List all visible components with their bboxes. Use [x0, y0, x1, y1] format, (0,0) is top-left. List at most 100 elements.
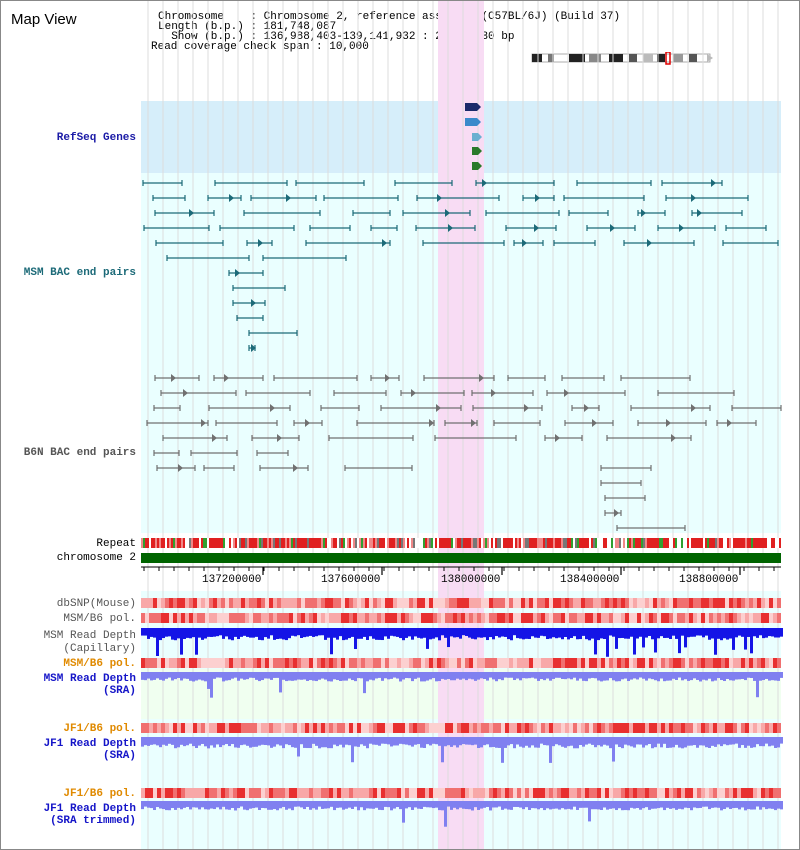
repeat-mark: [455, 538, 457, 548]
msm-b6-pol-heat: [361, 658, 365, 668]
msm-b6-pol-heat: [381, 613, 385, 623]
msm-b6-pol-heat: [553, 658, 557, 668]
jf1-depth-trimmed-bar: [159, 801, 162, 809]
jf1-b6-pol-heat: [657, 723, 661, 733]
msm-depth-sra-bar: [213, 672, 216, 679]
jf1-depth-trimmed-bar: [648, 801, 651, 810]
msm-depth-capillary-bar: [150, 628, 153, 637]
msm-bac-arrow: [445, 209, 450, 217]
repeat-mark: [727, 538, 729, 548]
msm-b6-pol-heat: [297, 658, 301, 668]
jf1-depth-trimmed-bar: [264, 801, 267, 809]
msm-depth-sra-bar: [486, 672, 489, 681]
jf1-depth-trimmed-bar: [744, 801, 747, 811]
jf1-b6-pol-heat: [625, 723, 629, 733]
jf1-b6-pol-heat: [257, 788, 261, 798]
jf1-depth-sra-bar: [597, 737, 600, 746]
msm-depth-sra-bar: [264, 672, 267, 679]
msm-b6-pol-heat: [621, 658, 625, 668]
jf1-b6-pol-heat: [581, 723, 585, 733]
msm-b6-pol-heat: [409, 613, 413, 623]
jf1-depth-sra-bar: [501, 737, 504, 763]
repeat-mark: [321, 538, 323, 548]
msm-b6-pol-heat: [653, 658, 657, 668]
repeat-mark: [667, 538, 669, 548]
jf1-b6-pol-heat: [317, 723, 321, 733]
msm-depth-capillary-bar: [471, 628, 474, 639]
jf1-b6-pol-heat: [361, 723, 365, 733]
jf1-b6-pol-heat: [473, 723, 477, 733]
msm-depth-sra-bar: [759, 672, 762, 681]
msm-b6-pol-heat: [605, 613, 609, 623]
msm-b6-pol-heat: [609, 658, 613, 668]
msm-b6-pol-heat: [777, 658, 781, 668]
dbsnp-heat: [741, 598, 745, 608]
msm-b6-pol-heat: [281, 613, 285, 623]
jf1-b6-pol-heat: [225, 723, 229, 733]
msm-depth-sra-bar: [378, 672, 381, 678]
msm-depth-sra-bar: [762, 672, 765, 681]
msm-depth-capillary-bar: [501, 628, 504, 637]
msm-b6-pol-heat: [549, 613, 553, 623]
jf1-depth-sra-bar: [321, 737, 324, 748]
repeat-mark: [513, 538, 515, 548]
jf1-b6-pol-heat: [365, 723, 369, 733]
jf1-depth-trimmed-bar: [492, 801, 495, 808]
dbsnp-heat: [181, 598, 185, 608]
msm-depth-capillary-bar: [297, 628, 300, 636]
repeat-mark: [535, 538, 537, 548]
jf1-depth-trimmed-bar: [357, 801, 360, 811]
msm-depth-sra-bar: [609, 672, 612, 679]
msm-depth-capillary-bar: [747, 628, 750, 637]
msm-depth-capillary-bar: [381, 628, 384, 641]
msm-depth-capillary-bar: [765, 628, 768, 638]
jf1-depth-trimmed-bar: [147, 801, 150, 808]
repeat-mark: [581, 538, 583, 548]
msm-depth-sra-bar: [750, 672, 753, 679]
jf1-depth-trimmed-bar: [216, 801, 219, 808]
dbsnp-heat: [337, 598, 341, 608]
repeat-mark: [717, 538, 719, 548]
msm-depth-capillary-bar: [201, 628, 204, 640]
jf1-depth-trimmed-bar: [483, 801, 486, 808]
jf1-depth-trimmed-bar: [516, 801, 519, 807]
jf1-depth-trimmed-bar: [267, 801, 270, 810]
msm-b6-pol-heat: [437, 658, 441, 668]
msm-depth-sra-bar: [198, 672, 201, 680]
msm-depth-capillary-bar: [759, 628, 762, 636]
jf1-depth-sra-bar: [387, 737, 390, 745]
repeat-mark: [307, 538, 309, 548]
jf1-depth-trimmed-bar: [687, 801, 690, 809]
msm-depth-capillary-bar: [243, 628, 246, 636]
msm-depth-sra-bar: [357, 672, 360, 679]
axis-tick-label: 138000000: [441, 574, 501, 586]
jf1-depth-sra-bar: [210, 737, 213, 746]
jf1-depth-sra-bar: [573, 737, 576, 749]
msm-depth-capillary-bar: [504, 628, 507, 637]
jf1-depth-sra-bar: [744, 737, 747, 748]
msm-b6-pol-heat: [649, 613, 653, 623]
jf1-b6-pol-heat: [341, 788, 345, 798]
msm-depth-sra-bar: [570, 672, 573, 680]
jf1-depth-sra-bar: [600, 737, 603, 747]
jf1-depth-sra-bar: [333, 737, 336, 745]
jf1-b6-pol-heat: [449, 723, 453, 733]
jf1-depth-trimmed-bar: [468, 801, 471, 810]
msm-depth-capillary-bar: [567, 628, 570, 640]
msm-depth-sra-bar: [171, 672, 174, 681]
repeat-mark: [753, 538, 755, 548]
repeat-mark: [739, 538, 741, 548]
repeat-mark: [355, 538, 357, 548]
jf1-b6-pol-heat: [217, 723, 221, 733]
msm-depth-sra-bar: [216, 672, 219, 678]
msm-depth-sra-bar: [363, 672, 366, 694]
chromosome-ideogram[interactable]: [529, 52, 715, 65]
msm-depth-sra-bar: [288, 672, 291, 681]
msm-b6-pol-heat: [469, 613, 473, 623]
repeat-mark: [235, 538, 237, 548]
msm-depth-sra-bar: [234, 672, 237, 678]
dbsnp-heat: [421, 598, 425, 608]
repeat-mark: [211, 538, 213, 548]
jf1-depth-sra-bar: [669, 737, 672, 748]
